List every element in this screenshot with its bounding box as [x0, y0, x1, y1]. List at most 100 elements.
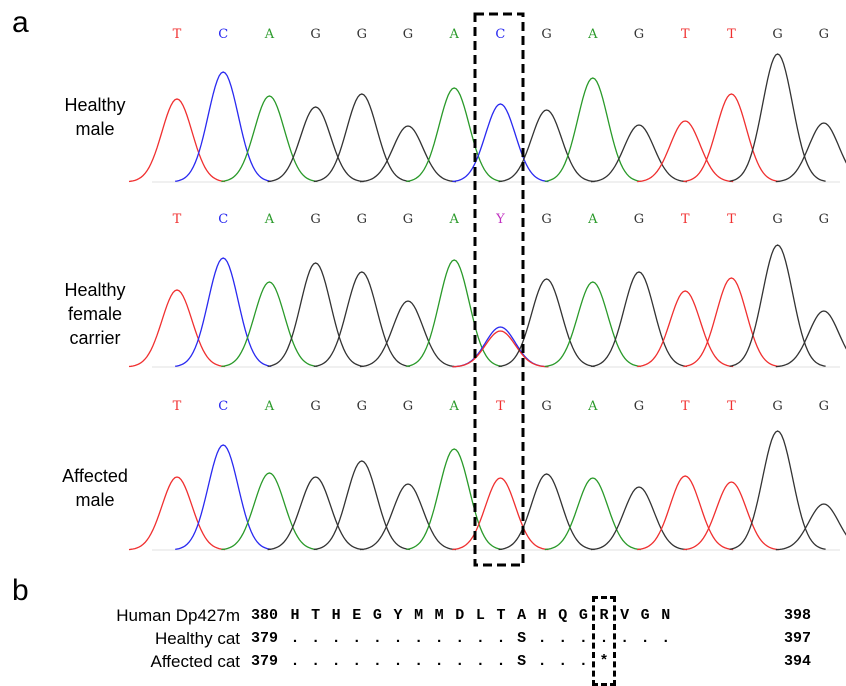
trace-peak: [267, 476, 364, 551]
trace-peak: [729, 53, 826, 182]
alignment-end-position: 397: [784, 630, 812, 647]
alignment-residue: H: [331, 607, 341, 624]
alignment-start-position: 379: [251, 653, 279, 670]
alignment-residue: E: [352, 607, 362, 624]
base-call-label: A: [587, 27, 598, 42]
base-call-label: G: [819, 212, 829, 227]
base-call-label: G: [772, 212, 782, 227]
base-call-label: G: [772, 27, 782, 42]
mutation-highlight-box: [473, 12, 525, 567]
trace-peak: [637, 120, 734, 183]
alignment-residue: .: [331, 653, 341, 670]
alignment-residue: .: [352, 653, 362, 670]
base-call-label: G: [634, 399, 644, 414]
base-call-label: T: [173, 212, 182, 227]
trace-peak: [128, 98, 226, 183]
base-call-label: G: [310, 399, 320, 414]
trace-peak: [359, 483, 457, 551]
base-call-label: G: [403, 212, 413, 227]
trace-peak: [221, 95, 318, 183]
base-call-label: G: [310, 27, 320, 42]
trace-peak: [313, 93, 410, 183]
alignment-residue: Y: [393, 607, 403, 624]
alignment-residue: .: [414, 653, 424, 670]
track-label-line: Healthy: [64, 95, 126, 115]
trace-peak: [359, 300, 457, 368]
base-call-label: G: [634, 27, 644, 42]
alignment-residue: G: [578, 607, 588, 624]
base-call-label: G: [310, 212, 320, 227]
base-call-label: C: [218, 212, 228, 227]
trace-peak: [498, 473, 595, 551]
alignment-residue: M: [414, 607, 424, 624]
base-call-label: G: [357, 399, 367, 414]
trace-peak: [498, 109, 595, 183]
alignment-residue: .: [558, 653, 568, 670]
trace-peak: [590, 486, 688, 551]
trace-peak: [313, 460, 410, 551]
alignment-residue: S: [517, 630, 527, 647]
alignment-residue: .: [331, 630, 341, 647]
alignment-start-position: 380: [251, 607, 279, 624]
base-call-label: A: [264, 399, 275, 414]
base-call-label: G: [819, 399, 829, 414]
alignment-residue: .: [414, 630, 424, 647]
alignment-end-position: 398: [784, 607, 812, 624]
base-call-label: G: [772, 399, 782, 414]
base-call-label: G: [541, 399, 551, 414]
trace-peak: [452, 477, 549, 551]
base-call-label: T: [496, 399, 505, 414]
alignment-residue: .: [537, 630, 547, 647]
alignment-residue: .: [455, 653, 465, 670]
alignment-residue: .: [434, 653, 444, 670]
trace-peak: [775, 310, 846, 368]
track-label-line: male: [75, 119, 115, 139]
alignment-residue: .: [393, 653, 403, 670]
alignment-residue: .: [599, 630, 609, 647]
track-label-line: male: [75, 490, 115, 510]
alignment-row-name: Healthy cat: [154, 629, 240, 648]
base-call-label: G: [819, 27, 829, 42]
base-call-label: Y: [495, 212, 505, 227]
trace-peak: [175, 257, 272, 367]
trace-peak: [175, 444, 272, 551]
trace-peak: [175, 71, 272, 182]
trace-peak: [359, 125, 457, 183]
base-call-label: A: [264, 27, 275, 42]
alignment-residue: R: [599, 607, 609, 624]
alignment-residue: G: [640, 607, 650, 624]
base-call-label: A: [449, 27, 460, 42]
base-call-label: C: [218, 399, 228, 414]
trace-peak: [637, 475, 734, 551]
alignment-residue: N: [661, 607, 671, 624]
alignment-residue: T: [496, 607, 506, 624]
base-call-label: T: [727, 399, 736, 414]
alignment-residue: .: [475, 630, 485, 647]
alignment-residue: .: [434, 630, 444, 647]
track-label-affected-male: Affected male: [40, 464, 150, 512]
track-label-line: Affected: [62, 466, 128, 486]
alignment-row-name: Affected cat: [150, 652, 240, 671]
alignment-residue: Q: [558, 607, 568, 624]
alignment-residue: .: [311, 630, 321, 647]
alignment-residue: .: [578, 653, 588, 670]
base-call-label: A: [264, 212, 275, 227]
alignment-highlight-box: [592, 596, 616, 686]
trace-peak: [452, 103, 549, 183]
trace-peak: [683, 93, 780, 183]
trace-peak: [729, 244, 826, 367]
alignment-residue: H: [537, 607, 547, 624]
protein-alignment: Human Dp427m 380 H T H E G Y M M D L T A H Q G R V G N 398 Hea…: [0, 596, 846, 686]
trace-peak: [590, 271, 688, 368]
base-call-label: T: [727, 27, 736, 42]
alignment-residue: A: [517, 607, 527, 624]
track-label-healthy-male: Healthy male: [40, 93, 150, 141]
trace-peak: [128, 476, 226, 551]
trace-peak: [590, 124, 688, 183]
trace-peak: [128, 289, 226, 368]
alignment-residue: .: [311, 653, 321, 670]
alignment-residue: H: [290, 607, 300, 624]
